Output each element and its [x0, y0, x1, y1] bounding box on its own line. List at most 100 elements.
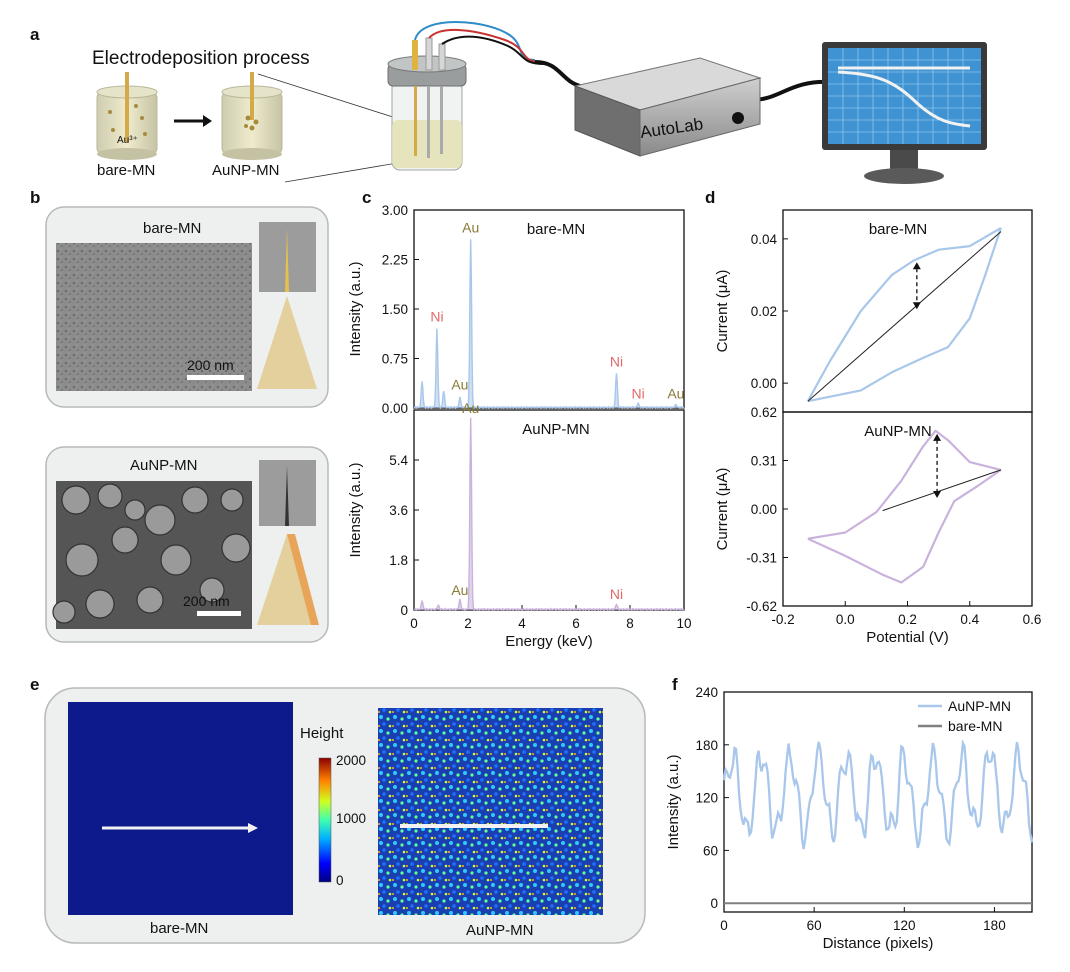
monitor	[822, 42, 987, 184]
scale-label: 200 nm	[187, 357, 234, 373]
chart-f: 0 60 120 180 240 0 60 120 180 Intensity (a.u.) Dis…	[665, 685, 1034, 952]
y-tick-label: 5.4	[389, 453, 408, 468]
y-tick-label: 120	[695, 791, 718, 806]
y-tick-label: 0	[400, 603, 408, 618]
x-tick-label: 10	[676, 616, 691, 631]
y-tick-label: 0	[710, 896, 718, 911]
panel-a-title: Electrodeposition process	[92, 48, 310, 69]
panel-label-c: c	[362, 188, 371, 207]
y-axis-label: Intensity (a.u.)	[347, 261, 364, 356]
monitor-grid	[828, 48, 981, 144]
scale-bar	[187, 375, 244, 380]
panel-label-b: b	[30, 188, 40, 207]
zoom-line	[257, 73, 419, 126]
panel-label-a: a	[30, 25, 40, 44]
cv-reverse	[807, 227, 1002, 403]
y-axis-label: Intensity (a.u.)	[347, 462, 364, 557]
peak-annotation: Ni	[610, 586, 623, 602]
ion-label: Au³⁺	[117, 135, 138, 146]
y-tick-label: 0.31	[751, 454, 777, 469]
electrochemical-cell	[387, 37, 467, 171]
y-axis-label: Intensity (a.u.)	[665, 754, 682, 849]
legend-label: AuNP-MN	[948, 698, 1011, 714]
peak-annotation: Au	[451, 582, 468, 598]
x-tick-label: 0.6	[1023, 612, 1042, 627]
x-tick-label: 6	[572, 616, 580, 631]
y-tick-label: 1.8	[389, 553, 408, 568]
y-tick-label: 240	[695, 685, 718, 700]
spectrum-line	[413, 417, 685, 612]
chart-title: bare-MN	[869, 221, 927, 238]
chart-title: AuNP-MN	[864, 423, 932, 440]
label-bare-mn-b: bare-MN	[143, 220, 201, 237]
chart-d-bottom: -0.62 -0.31 0.00 0.31 0.62 -0.2 0.0 0.2 0.4 0.6 Cu…	[714, 405, 1041, 646]
x-tick-label: 0.4	[960, 612, 979, 627]
needle-tip	[257, 296, 317, 389]
y-tick-label: 0.00	[751, 376, 777, 391]
chart-c-bottom: 0 1.8 3.6 5.4 0 2 4 6 8 10 Intensity (a.u.) Energy …	[347, 400, 692, 650]
colorbar	[318, 757, 332, 883]
cables	[414, 21, 831, 102]
aunp-coating	[287, 534, 319, 625]
profile-aunp-mn	[722, 739, 1034, 850]
chart-c-top: 0.00 0.75 1.50 2.25 3.00 Intensity (a.u.) bare…	[347, 203, 685, 416]
y-tick-label: 1.50	[382, 302, 408, 317]
chart-title: AuNP-MN	[522, 421, 590, 438]
sem-image-bare	[56, 243, 252, 391]
spectrum-line	[414, 239, 685, 410]
y-tick-label: -0.31	[746, 551, 777, 566]
y-tick-label: 3.6	[389, 503, 408, 518]
x-tick-label: 0	[720, 918, 728, 933]
x-tick-label: 0	[410, 616, 418, 631]
colorbar-title: Height	[300, 725, 344, 742]
y-tick-label: 0.75	[382, 352, 408, 367]
peak-annotation: Ni	[430, 309, 443, 325]
scale-bar	[197, 611, 241, 616]
baseline	[882, 469, 1002, 512]
plot-frame	[782, 209, 1033, 413]
scale-label: 200 nm	[183, 593, 230, 609]
beaker-bare: Au³⁺	[96, 72, 158, 160]
y-tick-label: 0.62	[751, 405, 777, 420]
needle-tip	[257, 534, 317, 625]
label-bare-mn-a: bare-MN	[97, 162, 155, 179]
y-axis-label: Current (μA)	[714, 468, 731, 551]
y-tick-label: 0.02	[751, 304, 777, 319]
peak-annotation: Ni	[631, 386, 644, 402]
colorbar-tick: 0	[336, 873, 344, 888]
panel-label-f: f	[672, 675, 678, 694]
peak-annotation: Au	[667, 386, 684, 402]
process-arrow	[174, 115, 212, 127]
label-aunp-mn-b: AuNP-MN	[130, 457, 198, 474]
y-tick-label: 2.25	[382, 253, 408, 268]
x-axis-label: Distance (pixels)	[823, 935, 934, 952]
afm-card: bare-MN Height 2000 1000 0 AuNP-MN	[44, 687, 646, 944]
x-tick-label: 2	[464, 616, 472, 631]
chart-d-top: 0.00 0.02 0.04 Current (μA) bare-MN	[714, 209, 1033, 413]
x-axis-label: Potential (V)	[866, 629, 949, 646]
y-tick-label: 180	[695, 738, 718, 753]
sem-card-bare: bare-MN 200 nm	[45, 206, 329, 408]
peak-annotation: Au	[451, 376, 468, 392]
y-tick-label: 0.00	[382, 401, 408, 416]
x-tick-label: 180	[983, 918, 1006, 933]
arrow-head	[933, 433, 942, 441]
chart-title: bare-MN	[527, 221, 585, 238]
beaker-aunp	[221, 72, 283, 160]
x-tick-label: -0.2	[771, 612, 794, 627]
peak-annotation: Au	[462, 400, 479, 416]
cv-forward	[807, 429, 1002, 540]
plot-frame	[413, 409, 685, 611]
y-tick-label: -0.62	[746, 599, 777, 614]
cv-forward	[806, 227, 1002, 402]
afm-map-bare	[68, 702, 293, 915]
afm-map-aunp	[378, 708, 603, 915]
peak-annotation: Ni	[610, 353, 623, 369]
label-aunp-mn-e: AuNP-MN	[466, 922, 534, 939]
x-tick-label: 0.2	[898, 612, 917, 627]
x-tick-label: 60	[807, 918, 822, 933]
colorbar-tick: 2000	[336, 753, 366, 768]
label-bare-mn-e: bare-MN	[150, 920, 208, 937]
arrow-head	[912, 302, 921, 310]
